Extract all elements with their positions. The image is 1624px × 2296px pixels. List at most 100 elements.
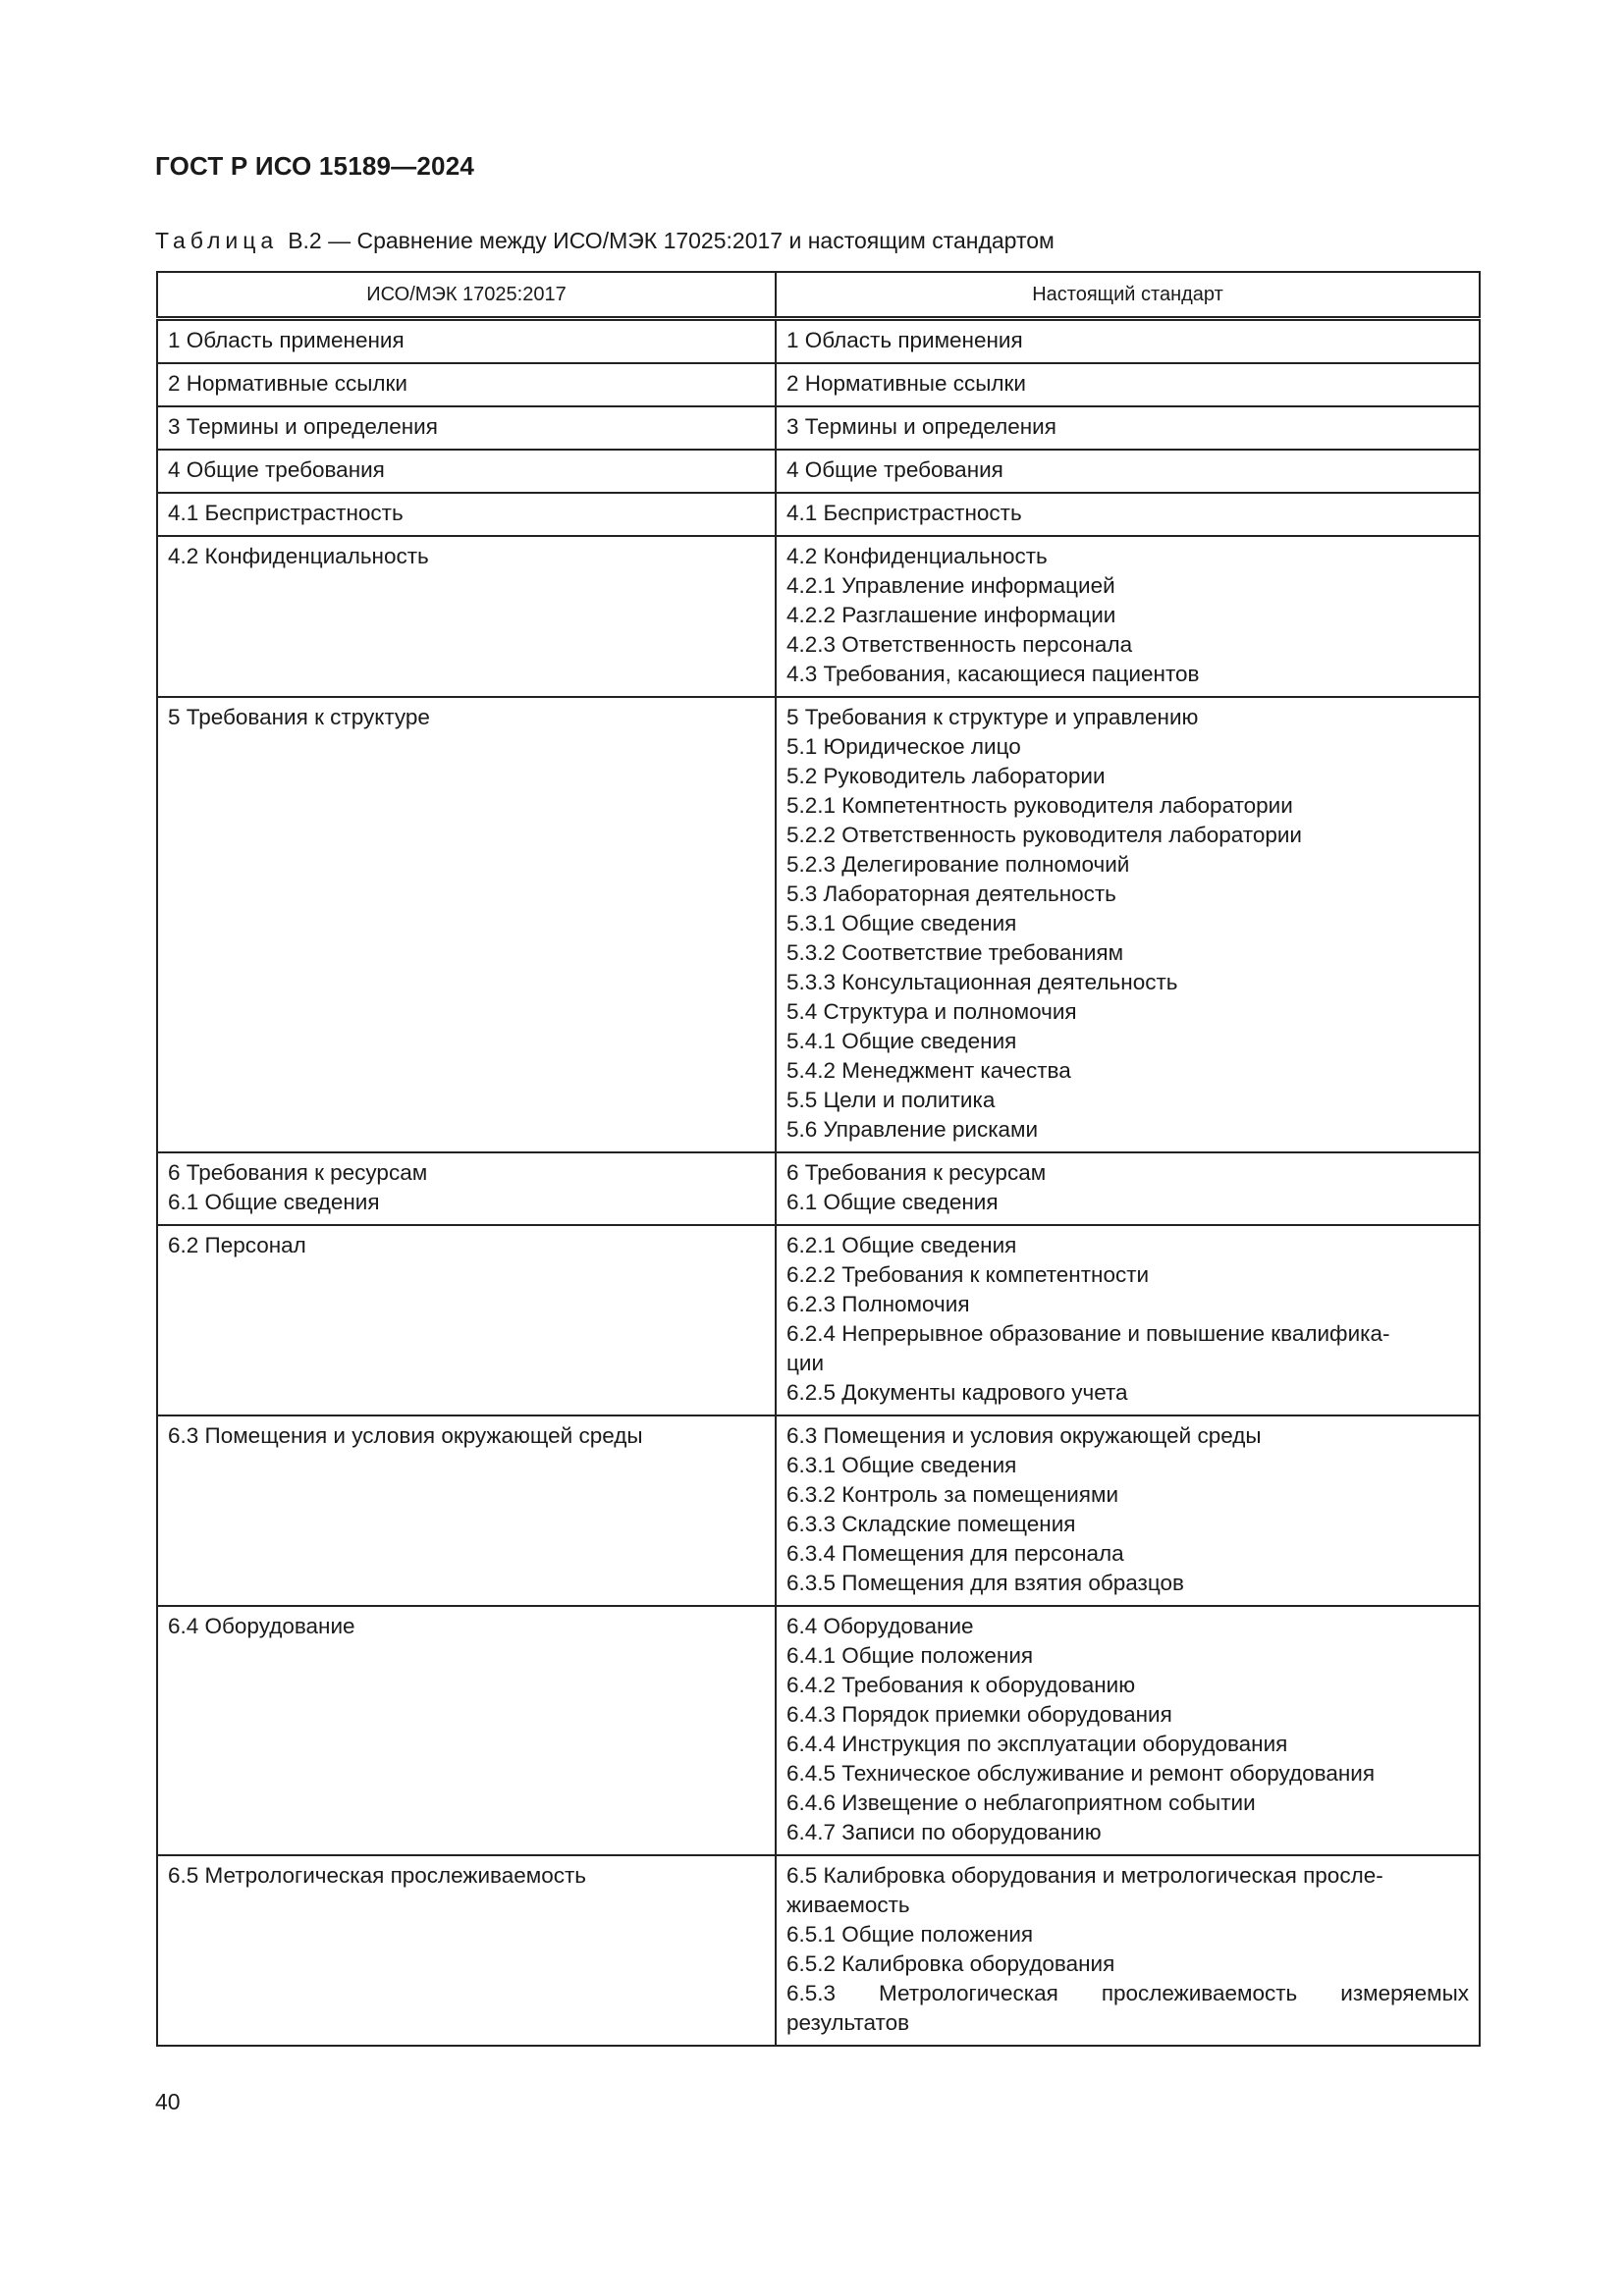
cell-line: 6.4.5 Техническое обслуживание и ремонт … — [786, 1761, 1376, 1786]
comparison-table: ИСО/МЭК 17025:2017 Настоящий стандарт 1 … — [156, 271, 1481, 2047]
caption-text: В.2 — Сравнение между ИСО/МЭК 17025:2017… — [288, 228, 1055, 253]
cell-line: 5.4.2 Менеджмент качества — [786, 1058, 1071, 1083]
cell-iso17025: 4.1 Беспристрастность — [156, 492, 777, 537]
cell-line: 6.4 Оборудование — [786, 1614, 974, 1638]
cell-line: 2 Нормативные ссылки — [786, 371, 1026, 396]
table-row: 1 Область применения 1 Область применения — [156, 317, 1481, 364]
cell-iso17025: 1 Область применения — [156, 317, 777, 364]
cell-line: 5.1 Юридическое лицо — [786, 734, 1021, 759]
cell-line: 5.2.2 Ответственность руководителя лабор… — [786, 823, 1302, 847]
cell-line: результатов — [786, 2010, 910, 2035]
cell-line: 6.3 Помещения и условия окружающей среды — [786, 1423, 1262, 1448]
cell-current-standard: 1 Область применения — [775, 317, 1481, 364]
table-row: 4 Общие требования 4 Общие требования — [156, 449, 1481, 494]
cell-current-standard: 3 Термины и определения — [775, 405, 1481, 451]
table-row: 6.3 Помещения и условия окружающей среды… — [156, 1415, 1481, 1607]
table-row: 6.4 Оборудование 6.4 Оборудование 6.4.1 Об… — [156, 1605, 1481, 1856]
column-header-current-standard: Настоящий стандарт — [775, 271, 1481, 321]
cell-line: 6.1 Общие сведения — [168, 1190, 380, 1214]
cell-line: 6.3.1 Общие сведения — [786, 1453, 1017, 1477]
table-header-row: ИСО/МЭК 17025:2017 Настоящий стандарт — [156, 271, 1481, 321]
cell-line: 6.4.7 Записи по оборудованию — [786, 1820, 1102, 1844]
cell-iso17025: 6.5 Метрологическая прослеживаемость — [156, 1854, 777, 2047]
cell-line: 5 Требования к структуре и управлению — [786, 705, 1199, 729]
cell-line: 4 Общие требования — [786, 457, 1003, 482]
cell-line: 6.2.5 Документы кадрового учета — [786, 1380, 1128, 1405]
cell-line: 1 Область применения — [786, 328, 1023, 352]
cell-line: 6.4.1 Общие положения — [786, 1643, 1034, 1668]
cell-iso17025: 3 Термины и определения — [156, 405, 777, 451]
cell-line: 6.5 Метрологическая прослеживаемость — [168, 1863, 587, 1888]
cell-current-standard: 4 Общие требования — [775, 449, 1481, 494]
table-row: 5 Требования к структуре 5 Требования к с… — [156, 696, 1481, 1153]
cell-line: 6.2.2 Требования к компетентности — [786, 1262, 1150, 1287]
cell-line: 6 Требования к ресурсам — [168, 1160, 428, 1185]
cell-line: 4.3 Требования, касающиеся пациентов — [786, 662, 1200, 686]
table-row: 6.2 Персонал 6.2.1 Общие сведения 6.2.2 Тр… — [156, 1224, 1481, 1416]
cell-line: 2 Нормативные ссылки — [168, 371, 407, 396]
cell-line: 5.2 Руководитель лаборатории — [786, 764, 1106, 788]
cell-line: 1 Область применения — [168, 328, 405, 352]
cell-line: 6.2.3 Полномочия — [786, 1292, 970, 1316]
cell-line: 5.5 Цели и политика — [786, 1088, 996, 1112]
cell-line: 6.3 Помещения и условия окружающей среды — [168, 1423, 643, 1448]
table-row: 4.1 Беспристрастность 4.1 Беспристрастнос… — [156, 492, 1481, 537]
cell-line: 6.4 Оборудование — [168, 1614, 355, 1638]
cell-line: 6.1 Общие сведения — [786, 1190, 999, 1214]
cell-current-standard: 6.4 Оборудование 6.4.1 Общие положения 6.4… — [775, 1605, 1481, 1856]
cell-iso17025: 6.2 Персонал — [156, 1224, 777, 1416]
cell-line: 6.3.2 Контроль за помещениями — [786, 1482, 1119, 1507]
cell-current-standard: 4.1 Беспристрастность — [775, 492, 1481, 537]
cell-line: 6.5.1 Общие положения — [786, 1922, 1034, 1947]
cell-line: 4.2 Конфиденциальность — [168, 544, 429, 568]
cell-line: 6.4.2 Требования к оборудованию — [786, 1673, 1136, 1697]
cell-line: 6.3.4 Помещения для персонала — [786, 1541, 1124, 1566]
cell-line: 4.2.1 Управление информацией — [786, 573, 1115, 598]
cell-line: 6.4.4 Инструкция по эксплуатации оборудо… — [786, 1732, 1288, 1756]
cell-current-standard: 6.2.1 Общие сведения 6.2.2 Требования к к… — [775, 1224, 1481, 1416]
cell-line: 6.5.3 Метрологическая прослеживаемость и… — [786, 1981, 1469, 2005]
cell-current-standard: 6.3 Помещения и условия окружающей среды… — [775, 1415, 1481, 1607]
cell-line: 6.4.6 Извещение о неблагоприятном событи… — [786, 1790, 1256, 1815]
cell-iso17025: 4.2 Конфиденциальность — [156, 535, 777, 698]
cell-line: 5.3 Лабораторная деятельность — [786, 881, 1116, 906]
cell-iso17025: 2 Нормативные ссылки — [156, 362, 777, 407]
cell-iso17025: 4 Общие требования — [156, 449, 777, 494]
cell-line: 4.1 Беспристрастность — [168, 501, 404, 525]
cell-line: 4.1 Беспристрастность — [786, 501, 1022, 525]
cell-line: 4.2.3 Ответственность персонала — [786, 632, 1133, 657]
cell-line: 4.2.2 Разглашение информации — [786, 603, 1116, 627]
cell-iso17025: 6 Требования к ресурсам 6.1 Общие сведени… — [156, 1151, 777, 1226]
cell-iso17025: 5 Требования к структуре — [156, 696, 777, 1153]
cell-line: 4.2 Конфиденциальность — [786, 544, 1048, 568]
cell-current-standard: 6 Требования к ресурсам 6.1 Общие сведени… — [775, 1151, 1481, 1226]
page-number: 40 — [155, 2089, 181, 2114]
column-header-iso17025: ИСО/МЭК 17025:2017 — [156, 271, 777, 321]
table-row: 6.5 Метрологическая прослеживаемость 6.5 … — [156, 1854, 1481, 2047]
cell-iso17025: 6.3 Помещения и условия окружающей среды — [156, 1415, 777, 1607]
cell-line: 5.3.2 Соответствие требованиям — [786, 940, 1124, 965]
table-row: 6 Требования к ресурсам 6.1 Общие сведени… — [156, 1151, 1481, 1226]
cell-line: 5.4.1 Общие сведения — [786, 1029, 1017, 1053]
cell-line: 6.2.1 Общие сведения — [786, 1233, 1017, 1257]
cell-line: 5.3.1 Общие сведения — [786, 911, 1017, 935]
cell-line: 6.2 Персонал — [168, 1233, 306, 1257]
cell-line: 3 Термины и определения — [786, 414, 1056, 439]
cell-line: 5.2.3 Делегирование полномочий — [786, 852, 1130, 877]
cell-current-standard: 5 Требования к структуре и управлению 5.1… — [775, 696, 1481, 1153]
table-row: 2 Нормативные ссылки 2 Нормативные ссылки — [156, 362, 1481, 407]
caption-label: Таблица — [155, 228, 279, 253]
cell-line: 6 Требования к ресурсам — [786, 1160, 1047, 1185]
table-row: 3 Термины и определения 3 Термины и опред… — [156, 405, 1481, 451]
cell-line: 6.5 Калибровка оборудования и метрологич… — [786, 1863, 1383, 1888]
cell-line: 5 Требования к структуре — [168, 705, 430, 729]
table-row: 4.2 Конфиденциальность 4.2 Конфиденциальн… — [156, 535, 1481, 698]
cell-line: ции — [786, 1351, 825, 1375]
cell-line: 3 Термины и определения — [168, 414, 438, 439]
cell-line: 4 Общие требования — [168, 457, 385, 482]
table-caption: Таблица В.2 — Сравнение между ИСО/МЭК 170… — [155, 228, 1055, 254]
cell-current-standard: 6.5 Калибровка оборудования и метрологич… — [775, 1854, 1481, 2047]
cell-line: 6.4.3 Порядок приемки оборудования — [786, 1702, 1172, 1727]
cell-line: 5.4 Структура и полномочия — [786, 999, 1077, 1024]
cell-iso17025: 6.4 Оборудование — [156, 1605, 777, 1856]
